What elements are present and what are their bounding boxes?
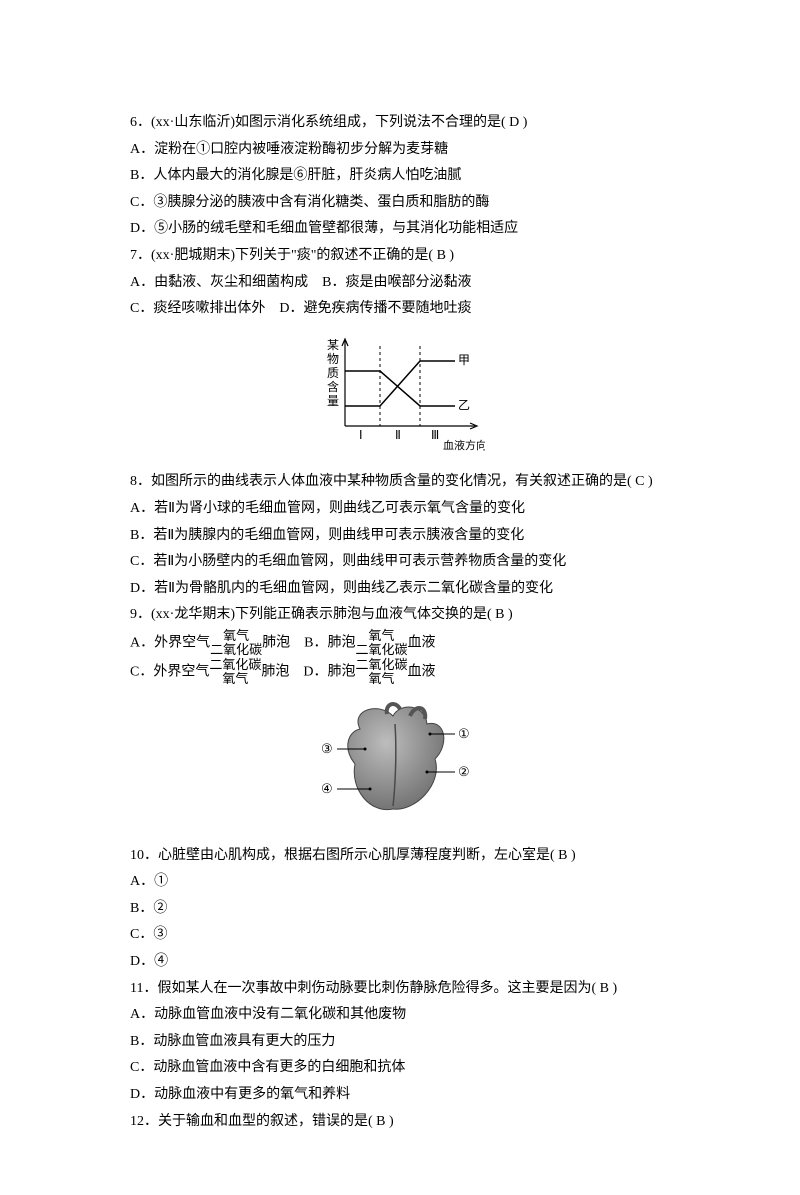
svg-text:质: 质 <box>327 366 339 380</box>
q9-c-suffix: 肺泡 D．肺泡 <box>261 664 355 679</box>
q11-opt-c: C．动脉血管血液中含有更多的白细胞和抗体 <box>130 1055 670 1082</box>
svg-text:③: ③ <box>321 741 333 756</box>
svg-text:含: 含 <box>327 379 339 394</box>
svg-text:④: ④ <box>321 781 333 796</box>
q6-opt-a: A．淀粉在①口腔内被唾液淀粉酶初步分解为麦芽糖 <box>130 137 670 164</box>
q6-opt-d: D．⑤小肠的绒毛壁和毛细血管壁都很薄，与其消化功能相适应 <box>130 216 670 243</box>
q9-a-suffix: 肺泡 B．肺泡 <box>262 635 355 650</box>
q6-stem: 6．(xx·山东临沂)如图示消化系统组成，下列说法不合理的是( D ) <box>130 110 670 137</box>
q9-row2: C．外界空气二氧化碳氧气肺泡 D．肺泡二氧化碳氧气血液 <box>130 658 670 687</box>
heart-svg: ① ② ③ ④ <box>315 694 485 824</box>
q9-a-prefix: A．外界空气 <box>130 635 210 650</box>
svg-text:Ⅱ: Ⅱ <box>395 428 401 442</box>
svg-text:Ⅲ: Ⅲ <box>431 428 439 442</box>
q9-a-stack: 氧气二氧化碳 <box>210 629 262 658</box>
q8-opt-c: C．若Ⅱ为小肠壁内的毛细血管网，则曲线甲可表示营养物质含量的变化 <box>130 549 670 576</box>
q10-stem: 10．心脏壁由心肌构成，根据右图所示心肌厚薄程度判断，左心室是( B ) <box>130 843 670 870</box>
q6-opt-b: B．人体内最大的消化腺是⑥肝脏，肝炎病人怕吃油腻 <box>130 163 670 190</box>
q9-d-stack: 二氧化碳氧气 <box>355 658 407 687</box>
q10-opt-d: D．④ <box>130 949 670 976</box>
q8-stem: 8．如图所示的曲线表示人体血液中某种物质含量的变化情况，有关叙述正确的是( C … <box>130 469 670 496</box>
q9-row1: A．外界空气氧气二氧化碳肺泡 B．肺泡氧气二氧化碳血液 <box>130 629 670 658</box>
q8-opt-d: D．若Ⅱ为骨骼肌内的毛细血管网，则曲线乙表示二氧化碳含量的变化 <box>130 576 670 603</box>
svg-text:甲: 甲 <box>458 353 470 367</box>
q10-opt-a: A．① <box>130 869 670 896</box>
heart-figure: ① ② ③ ④ <box>130 694 670 835</box>
svg-text:量: 量 <box>327 394 339 408</box>
q10-opt-b: B．② <box>130 896 670 923</box>
q11-opt-a: A．动脉血管血液中没有二氧化碳和其他废物 <box>130 1002 670 1029</box>
svg-text:①: ① <box>458 726 470 741</box>
svg-text:物: 物 <box>327 352 339 366</box>
q9-c-prefix: C．外界空气 <box>130 664 209 679</box>
q11-opt-b: B．动脉血管血液具有更大的压力 <box>130 1029 670 1056</box>
q9-b-stack: 氧气二氧化碳 <box>355 629 407 658</box>
q8-opt-a: A．若Ⅱ为肾小球的毛细血管网，则曲线乙可表示氧气含量的变化 <box>130 496 670 523</box>
q8-opt-b: B．若Ⅱ为胰腺内的毛细血管网，则曲线甲可表示胰液含量的变化 <box>130 523 670 550</box>
q9-stem: 9．(xx·龙华期末)下列能正确表示肺泡与血液气体交换的是( B ) <box>130 602 670 629</box>
svg-text:Ⅰ: Ⅰ <box>359 428 363 442</box>
q7-opt-ab: A．由黏液、灰尘和细菌构成 B．痰是由喉部分泌黏液 <box>130 270 670 297</box>
svg-text:②: ② <box>458 764 470 779</box>
q9-c-stack: 二氧化碳氧气 <box>209 658 261 687</box>
svg-text:乙: 乙 <box>458 398 470 412</box>
page: 6．(xx·山东临沂)如图示消化系统组成，下列说法不合理的是( D ) A．淀粉… <box>0 0 800 1195</box>
q7-stem: 7．(xx·肥城期末)下列关于"痰"的叙述不正确的是( B ) <box>130 243 670 270</box>
q9-d-suffix: 血液 <box>408 664 436 679</box>
q11-opt-d: D．动脉血液中有更多的氧气和养料 <box>130 1082 670 1109</box>
q12-stem: 12．关于输血和血型的叙述，错误的是( B ) <box>130 1109 670 1136</box>
q6-opt-c: C．③胰腺分泌的胰液中含有消化糖类、蛋白质和脂肪的酶 <box>130 190 670 217</box>
chart-svg: 某 物 质 含 量 甲 乙 Ⅰ Ⅱ Ⅲ 血液方向 <box>315 331 485 451</box>
svg-text:某: 某 <box>327 338 339 352</box>
q11-stem: 11．假如某人在一次事故中刺伤动脉要比刺伤静脉危险得多。这主要是因为( B ) <box>130 976 670 1003</box>
q9-b-suffix: 血液 <box>408 635 436 650</box>
chart: 某 物 质 含 量 甲 乙 Ⅰ Ⅱ Ⅲ 血液方向 <box>130 331 670 462</box>
q7-opt-cd: C．痰经咳嗽排出体外 D．避免疾病传播不要随地吐痰 <box>130 296 670 323</box>
svg-text:血液方向: 血液方向 <box>443 438 485 451</box>
q10-opt-c: C．③ <box>130 922 670 949</box>
